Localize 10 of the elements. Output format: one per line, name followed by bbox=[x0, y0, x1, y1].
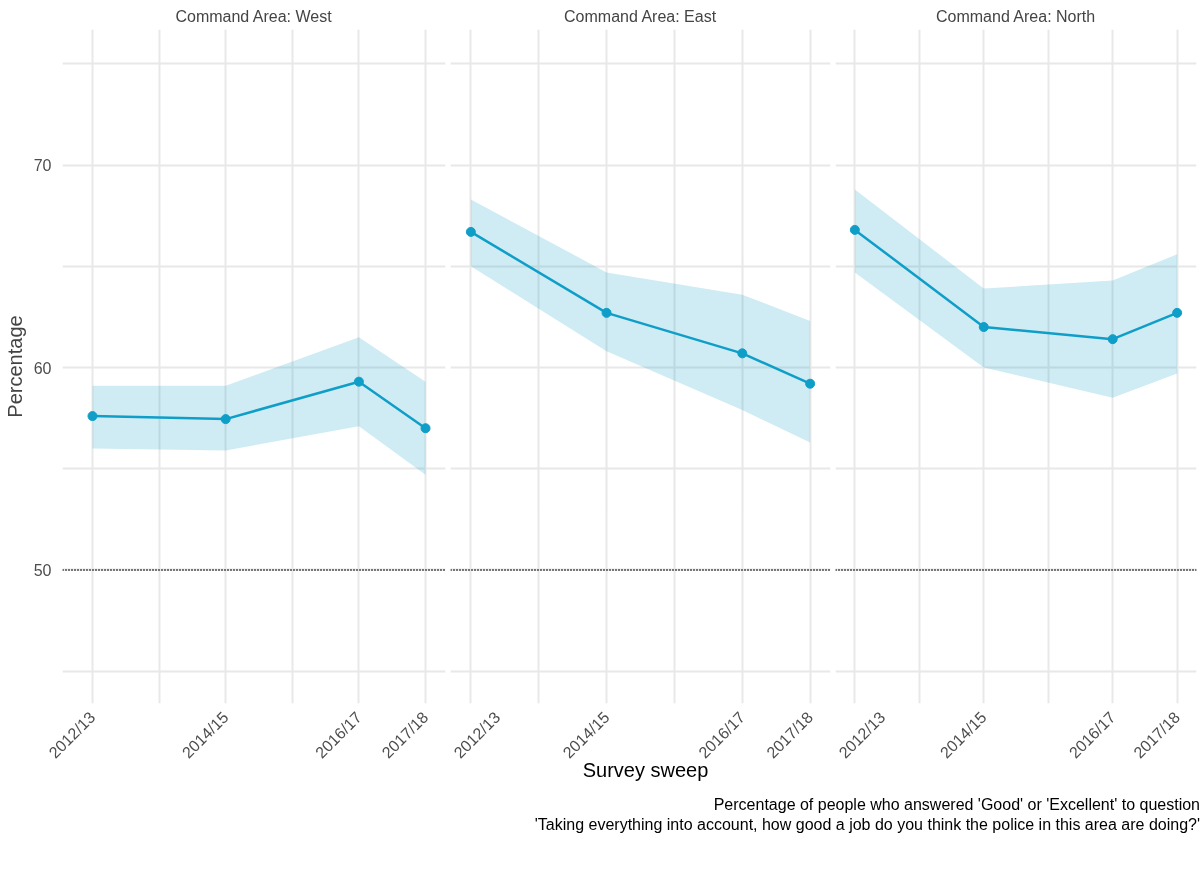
text: Percentage of people who answered 'Good' or 'Excellent' to question bbox=[713, 795, 1200, 813]
chart-title: Command Area: West bbox=[175, 7, 333, 25]
x-axis-title: Survey sweep bbox=[582, 759, 709, 783]
y-tick-label: 60 bbox=[33, 359, 52, 377]
chart-title: Command Area: North bbox=[935, 7, 1096, 25]
text: 'Taking everything into account, how good a job do you think the police in this area are doing?' bbox=[534, 815, 1200, 833]
y-tick-label: 50 bbox=[33, 561, 52, 579]
y-axis-title: Percentage bbox=[3, 315, 26, 418]
chart-title: Command Area: East bbox=[564, 7, 717, 25]
y-tick-label: 70 bbox=[33, 157, 52, 175]
